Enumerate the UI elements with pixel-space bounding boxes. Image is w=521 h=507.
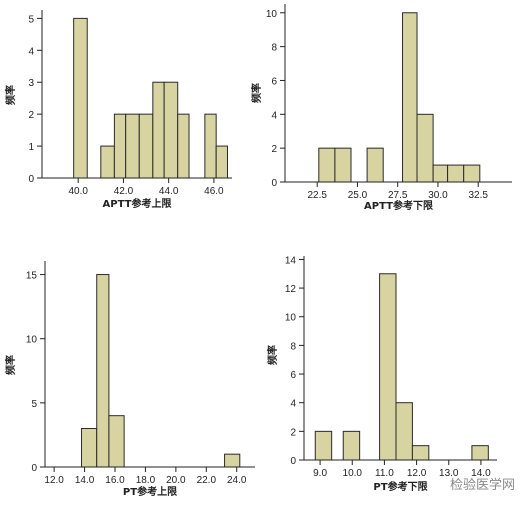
histogram-svg: 0 5 10 15 12.0 14.0 16.0 18.0 20.0 22.0 24.0 PT参考上限… [4, 261, 255, 498]
x-tick-label: 12.0 [407, 468, 427, 479]
x-axis-title: PT参考下限 [373, 480, 428, 493]
y-axis-title: 频率 [4, 85, 17, 105]
y-tick-label: 10 [285, 313, 297, 324]
y-tick-label: 1 [28, 142, 34, 153]
x-axis-title: APTT参考下限 [364, 199, 434, 212]
y-tick-label: 5 [28, 14, 34, 25]
y-tick-label: 0 [271, 178, 277, 189]
x-tick-label: 12.0 [44, 475, 64, 486]
y-axis-title: 频率 [4, 355, 17, 375]
x-tick-label: 18.0 [136, 475, 156, 486]
x-tick-label: 22.5 [307, 190, 327, 201]
y-tick-label: 10 [26, 335, 38, 346]
y-axis-title: 频率 [266, 345, 279, 365]
histogram-bar [314, 430, 333, 461]
y-tick-label: 14 [285, 255, 297, 266]
histogram-bar [447, 164, 465, 183]
x-tick-label: 30.0 [428, 190, 448, 201]
y-tick-label: 5 [31, 399, 37, 410]
histogram-bar [402, 12, 418, 183]
histogram-bar [73, 17, 88, 179]
x-tick-label: 20.0 [166, 475, 186, 486]
histogram-bar [471, 445, 489, 461]
histogram-bar [379, 273, 397, 461]
histogram-bar [215, 145, 228, 179]
watermark-text: 检验医学网 [449, 478, 515, 493]
x-tick-label: 42.0 [114, 186, 134, 197]
x-axis-title: APTT参考上限 [103, 197, 173, 210]
histogram-bar [152, 81, 165, 179]
x-tick-label: 14.0 [471, 468, 491, 479]
histogram-bar [416, 113, 434, 183]
histogram-bar [395, 402, 413, 461]
y-tick-label: 2 [290, 427, 296, 438]
x-tick-label: 22.0 [197, 475, 217, 486]
histogram-bar [108, 415, 125, 468]
y-tick-label: 6 [290, 370, 296, 381]
x-tick-label: 10.0 [343, 468, 363, 479]
histogram-bar [138, 113, 154, 179]
histogram-bar [100, 145, 115, 179]
x-tick-label: 16.0 [105, 475, 125, 486]
y-tick-label: 6 [271, 76, 277, 87]
y-axis-title: 频率 [250, 83, 263, 103]
x-tick-label: 14.0 [75, 475, 95, 486]
histogram-bar [81, 428, 98, 468]
y-tick-label: 8 [271, 43, 277, 54]
histogram-svg: 0 2 4 6 8 10 22.5 25.0 27.5 30.0 32.5 APTT参考下限 频率 [250, 4, 512, 212]
x-tick-label: 44.0 [159, 186, 179, 197]
histogram-aptt-upper: 0 1 2 3 4 5 40.0 42.0 44.0 46.0 APTT参考上限 频率 [0, 0, 250, 240]
histogram-bar [342, 430, 361, 461]
y-tick-label: 4 [28, 46, 34, 57]
x-tick-label: 27.5 [388, 190, 408, 201]
histogram-bar [125, 113, 140, 179]
x-tick-label: 11.0 [375, 468, 394, 479]
histogram-bar [432, 164, 449, 183]
histogram-bar [163, 81, 179, 179]
histogram-pt-lower: 0 2 4 6 8 10 12 14 9.0 10.0 11.0 12.0 13.0 14.0 PT参考下限… [262, 250, 521, 507]
x-tick-label: 13.0 [439, 468, 459, 479]
histogram-svg: 0 2 4 6 8 10 12 14 9.0 10.0 11.0 12.0 13.0 14.0 PT参考下限… [266, 255, 497, 493]
y-tick-label: 15 [26, 271, 38, 282]
histogram-bar [411, 445, 430, 461]
y-tick-label: 4 [271, 110, 277, 121]
x-tick-label: 40.0 [68, 186, 88, 197]
histogram-pt-upper: 0 5 10 15 12.0 14.0 16.0 18.0 20.0 22.0 24.0 PT参考上限… [0, 255, 262, 507]
histogram-bar [96, 274, 110, 468]
y-tick-label: 0 [290, 456, 296, 467]
y-tick-label: 12 [285, 284, 297, 295]
x-axis-title: PT参考上限 [123, 485, 178, 498]
histogram-bar [334, 147, 352, 183]
x-tick-label: 32.5 [468, 190, 488, 201]
histogram-aptt-lower: 0 2 4 6 8 10 22.5 25.0 27.5 30.0 32.5 APTT参考下限 频率 [250, 0, 521, 240]
histogram-bar [318, 147, 336, 183]
histogram-bar [177, 113, 190, 179]
y-tick-label: 8 [290, 341, 296, 352]
y-tick-label: 10 [266, 9, 278, 20]
y-tick-label: 0 [31, 463, 37, 474]
x-tick-label: 9.0 [313, 468, 327, 479]
x-tick-label: 24.0 [227, 475, 247, 486]
histogram-bar [224, 453, 241, 468]
x-tick-label: 25.0 [348, 190, 368, 201]
histogram-bar [463, 164, 481, 183]
histogram-svg: 0 1 2 3 4 5 40.0 42.0 44.0 46.0 APTT参考上限 频率 [4, 10, 232, 210]
y-tick-label: 4 [290, 399, 296, 410]
x-tick-label: 46.0 [204, 186, 224, 197]
histogram-bar [204, 113, 217, 179]
histogram-bar [113, 113, 127, 179]
y-tick-label: 0 [28, 174, 34, 185]
y-tick-label: 2 [271, 144, 277, 155]
y-tick-label: 2 [28, 110, 34, 121]
y-tick-label: 3 [28, 78, 34, 89]
histogram-bar [366, 147, 384, 183]
